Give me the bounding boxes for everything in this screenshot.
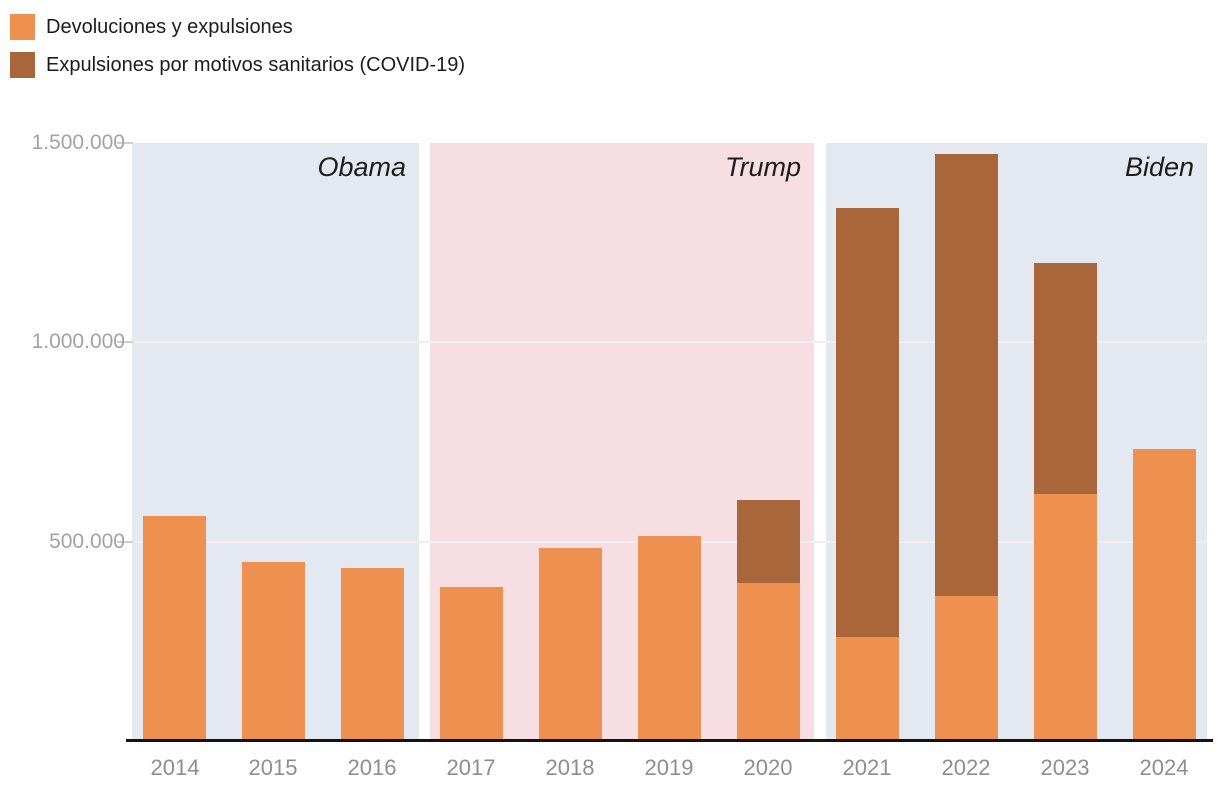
legend-label-devoluciones: Devoluciones y expulsiones [46, 15, 293, 38]
x-axis-label-2024: 2024 [1139, 755, 1189, 780]
legend-item: Expulsiones por motivos sanitarios (COVI… [10, 52, 465, 78]
president-label-biden: Biden [1124, 152, 1194, 182]
president-label-trump: Trump [724, 152, 801, 182]
legend-swatch-devoluciones-icon [10, 14, 35, 40]
x-axis-label-2015: 2015 [248, 755, 298, 780]
legend-label-covid: Expulsiones por motivos sanitarios (COVI… [46, 53, 466, 76]
bar-2016-devoluciones [341, 568, 404, 741]
x-axis-label-2019: 2019 [644, 755, 694, 780]
x-axis-label-2022: 2022 [941, 755, 991, 780]
legend-item: Devoluciones y expulsiones [10, 14, 465, 40]
bar-2023-devoluciones [1034, 494, 1097, 741]
axis-tick [117, 341, 133, 343]
x-axis-label-2014: 2014 [150, 755, 200, 780]
bar-2022-covid [935, 154, 998, 596]
bar-2021-covid [836, 208, 899, 637]
bar-2023-covid [1034, 263, 1097, 494]
bar-2017-devoluciones [440, 587, 503, 741]
bar-2018-devoluciones [539, 548, 602, 741]
bar-2014-devoluciones [143, 516, 206, 741]
president-label-obama: Obama [317, 152, 406, 182]
legend: Devoluciones y expulsiones Expulsiones p… [10, 14, 465, 90]
bar-2022-devoluciones [935, 596, 998, 741]
x-axis-label-2016: 2016 [347, 755, 397, 780]
axis-tick [117, 541, 133, 543]
x-axis-label-2021: 2021 [842, 755, 892, 780]
gridline [133, 341, 1207, 343]
bar-2019-devoluciones [638, 536, 701, 741]
x-axis-label-2018: 2018 [545, 755, 595, 780]
x-axis-label-2017: 2017 [446, 755, 496, 780]
bar-2024-devoluciones [1133, 449, 1196, 741]
legend-swatch-covid-icon [10, 52, 35, 78]
x-axis-label-2023: 2023 [1040, 755, 1090, 780]
bar-2021-devoluciones [836, 637, 899, 741]
y-axis-label: 1.500.000 [31, 131, 125, 154]
x-axis-label-2020: 2020 [743, 755, 793, 780]
bar-2020-covid [737, 500, 800, 583]
y-axis-label: 1.000.000 [31, 330, 125, 353]
y-axis-label: 500.000 [49, 530, 125, 553]
axis-tick [117, 142, 133, 144]
x-axis-line [126, 739, 1213, 742]
bar-2020-devoluciones [737, 583, 800, 741]
bar-2015-devoluciones [242, 562, 305, 741]
